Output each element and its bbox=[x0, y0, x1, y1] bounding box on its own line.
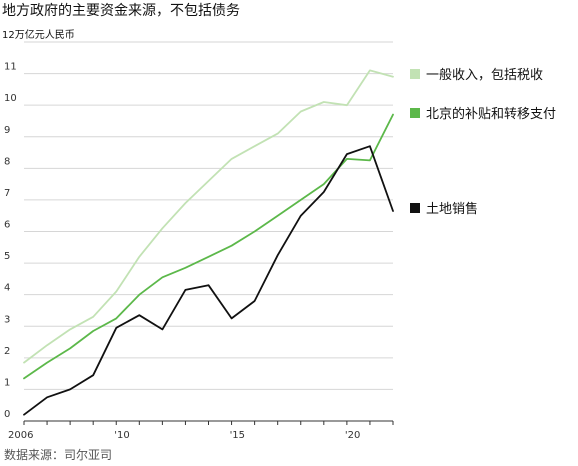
legend-label: 一般收入，包括税收 bbox=[426, 67, 543, 83]
legend-item-general_income: 一般收入，包括税收 bbox=[410, 67, 543, 83]
y-tick-label: 3 bbox=[4, 314, 10, 325]
legend-swatch bbox=[410, 203, 420, 213]
legend-swatch bbox=[410, 69, 420, 79]
source-note: 数据来源：司尔亚司 bbox=[4, 448, 113, 462]
y-tick-label: 7 bbox=[4, 188, 10, 199]
legend-item-land_sales: 土地销售 bbox=[410, 201, 478, 217]
y-tick-label: 2 bbox=[4, 346, 10, 357]
legend-label: 土地销售 bbox=[426, 201, 478, 217]
y-tick-label: 11 bbox=[4, 62, 17, 73]
axes bbox=[23, 420, 394, 425]
y-tick-label: 1 bbox=[4, 377, 10, 388]
legend-swatch bbox=[410, 108, 420, 118]
x-tick-label: 2006 bbox=[8, 430, 33, 440]
y-tick-label: 8 bbox=[4, 156, 10, 167]
series-line-transfers bbox=[23, 113, 394, 380]
series-line-general_income bbox=[23, 69, 394, 364]
x-tick-label: '15 bbox=[230, 430, 245, 440]
legend-label: 北京的补贴和转移支付 bbox=[426, 106, 556, 122]
y-tick-label: 0 bbox=[4, 409, 10, 420]
x-tick-label: '10 bbox=[114, 430, 129, 440]
x-tick-label: '20 bbox=[345, 430, 360, 440]
y-tick-label: 10 bbox=[4, 93, 17, 104]
series-lines bbox=[23, 69, 394, 416]
series-line-land_sales bbox=[23, 145, 394, 416]
y-tick-label: 5 bbox=[4, 251, 10, 262]
y-tick-label: 9 bbox=[4, 125, 10, 136]
y-tick-label: 6 bbox=[4, 220, 10, 231]
legend-item-transfers: 北京的补贴和转移支付 bbox=[410, 106, 556, 122]
gridlines bbox=[24, 41, 393, 390]
y-tick-label: 4 bbox=[4, 283, 10, 294]
chart-title: 地方政府的主要资金来源，不包括债务 bbox=[2, 3, 240, 19]
unit-label: 12万亿元人民币 bbox=[2, 28, 75, 41]
